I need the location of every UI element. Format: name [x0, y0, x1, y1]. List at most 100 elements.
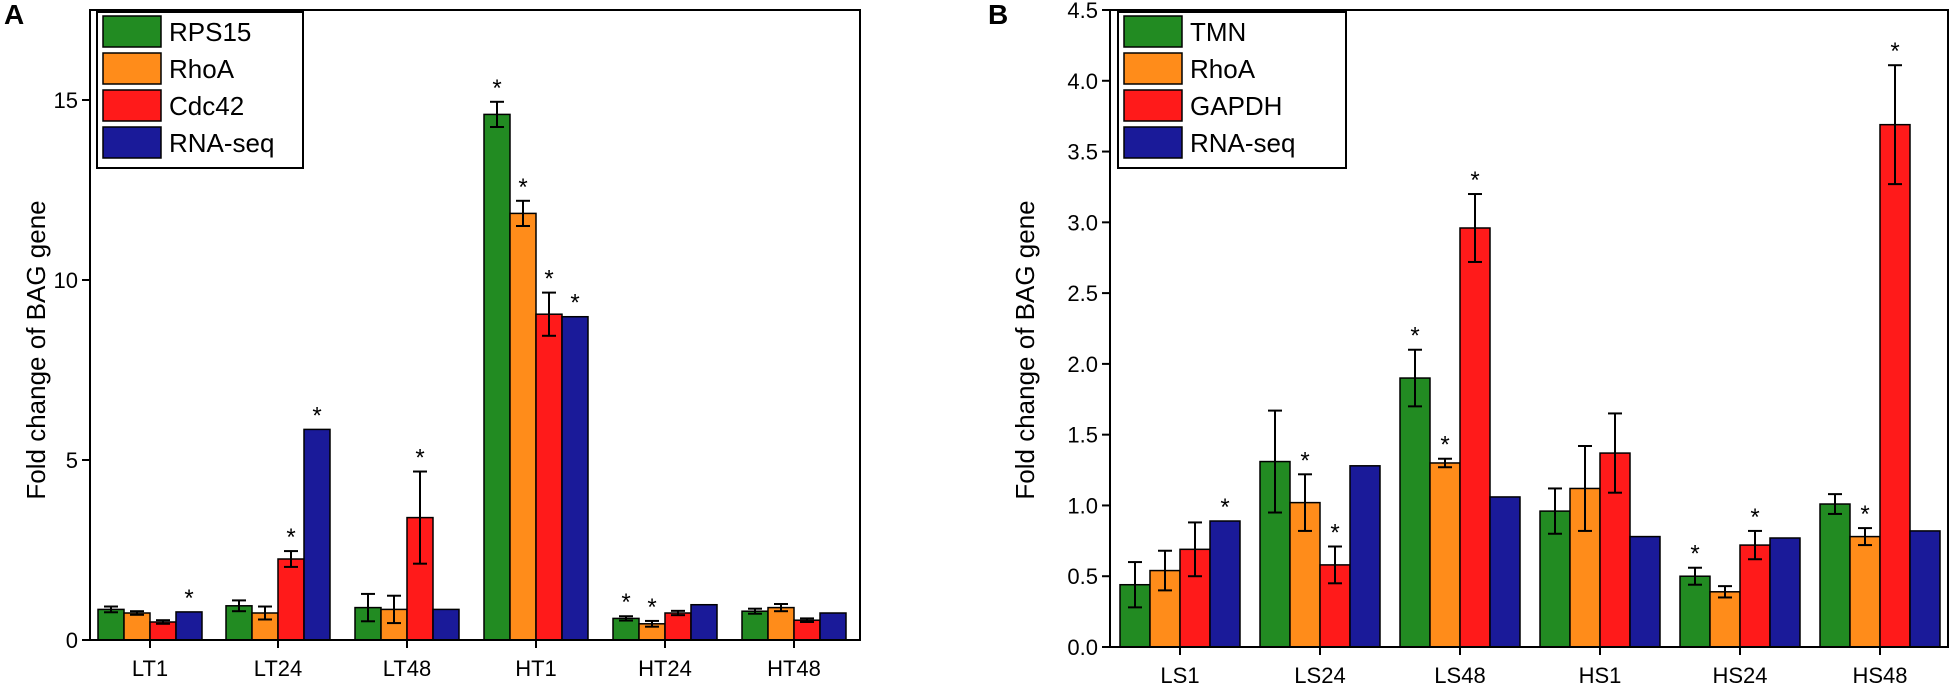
- bar: [535, 313, 563, 641]
- bar: [1349, 465, 1381, 648]
- x-tick-label: HT24: [638, 656, 692, 681]
- bar: [1879, 123, 1911, 648]
- legend-label: Cdc42: [169, 91, 244, 121]
- panel-a-legend: RPS15 RhoA Cdc42 RNA-seq: [96, 11, 304, 169]
- y-tick-label: 3.5: [1067, 140, 1098, 165]
- y-tick-label: 0.0: [1067, 635, 1098, 660]
- panel-b-y-ticks: 0.0 0.5 1.0 1.5 2.0 2.5 3.0 3.5 4.0 4.5: [1067, 0, 1110, 660]
- significance-marker: *: [1890, 38, 1899, 65]
- significance-marker: *: [647, 594, 656, 621]
- y-tick-label: 4.0: [1067, 69, 1098, 94]
- panel-label-a: A: [4, 0, 24, 30]
- significance-marker: *: [312, 402, 321, 429]
- bar: [277, 558, 305, 641]
- y-tick-label: 10: [54, 268, 78, 293]
- x-tick-label: HT1: [515, 656, 557, 681]
- significance-marker: *: [1440, 432, 1449, 459]
- bar: [509, 212, 537, 641]
- bar: [1209, 520, 1241, 648]
- significance-marker: *: [1220, 494, 1229, 521]
- x-tick-label: HS24: [1712, 663, 1767, 688]
- significance-marker: *: [1410, 323, 1419, 350]
- bar: [690, 603, 718, 641]
- bar: [432, 608, 460, 641]
- legend-label: RNA-seq: [1190, 128, 1295, 158]
- legend-label: RhoA: [169, 54, 235, 84]
- significance-marker: *: [544, 266, 553, 293]
- x-tick-label: LT1: [132, 656, 168, 681]
- x-tick-label: LT48: [383, 656, 432, 681]
- bar: [1459, 227, 1491, 648]
- panel-b-x-ticks: LS1 LS24 LS48 HS1 HS24 HS48: [1160, 647, 1908, 688]
- bar: [1709, 591, 1741, 648]
- significance-marker: *: [621, 589, 630, 616]
- panel-a: A Fold change of BAG gene 0 5 10 15 * * * * * * *…: [4, 0, 861, 681]
- bar: [1819, 503, 1851, 648]
- y-tick-label: 5: [66, 448, 78, 473]
- legend-label: RPS15: [169, 17, 251, 47]
- significance-marker: *: [1300, 447, 1309, 474]
- bar: [612, 617, 640, 641]
- x-tick-label: LS24: [1294, 663, 1345, 688]
- significance-marker: *: [1330, 519, 1339, 546]
- panel-a-y-axis-title: Fold change of BAG gene: [21, 200, 51, 499]
- bar: [1769, 537, 1801, 648]
- x-tick-label: LS1: [1160, 663, 1199, 688]
- y-tick-label: 3.0: [1067, 210, 1098, 235]
- legend-swatch: [102, 126, 162, 159]
- bar: [664, 612, 692, 641]
- significance-marker: *: [518, 174, 527, 201]
- significance-marker: *: [184, 585, 193, 612]
- legend-swatch: [1123, 15, 1183, 48]
- y-tick-label: 4.5: [1067, 0, 1098, 23]
- legend-label: RhoA: [1190, 54, 1256, 84]
- bar: [1399, 377, 1431, 648]
- panel-a-plot-frame: [89, 9, 861, 641]
- panel-b-legend: TMN RhoA GAPDH RNA-seq: [1117, 11, 1347, 169]
- bar: [819, 612, 847, 641]
- bar: [97, 608, 125, 641]
- significance-marker: *: [1750, 504, 1759, 531]
- bar: [1739, 544, 1771, 648]
- panel-b: B Fold change of BAG gene 0.0 0.5 1.0 1.5 2.…: [988, 0, 1949, 688]
- bar: [483, 113, 511, 641]
- x-tick-label: LS48: [1434, 663, 1485, 688]
- significance-marker: *: [1470, 167, 1479, 194]
- legend-label: GAPDH: [1190, 91, 1282, 121]
- x-tick-label: HS48: [1852, 663, 1907, 688]
- y-tick-label: 15: [54, 88, 78, 113]
- legend-swatch: [1123, 52, 1183, 85]
- panel-label-b: B: [988, 0, 1008, 30]
- bar: [1849, 535, 1881, 648]
- significance-marker: *: [1690, 541, 1699, 568]
- y-tick-label: 0: [66, 628, 78, 653]
- panel-b-plot-frame: [1109, 9, 1949, 648]
- significance-marker: *: [1860, 501, 1869, 528]
- legend-label: TMN: [1190, 17, 1246, 47]
- bar: [767, 606, 795, 641]
- x-tick-label: LT24: [254, 656, 303, 681]
- bar: [303, 428, 331, 641]
- panel-b-bars: * * * * * * * * * *: [1119, 38, 1941, 648]
- bar: [561, 315, 589, 641]
- legend-swatch: [102, 89, 162, 122]
- significance-marker: *: [492, 75, 501, 102]
- bar: [1429, 462, 1461, 648]
- y-tick-label: 0.5: [1067, 564, 1098, 589]
- panel-a-x-ticks: LT1 LT24 LT48 HT1 HT24 HT48: [132, 640, 821, 681]
- legend-swatch: [102, 52, 162, 85]
- bar: [1909, 530, 1941, 648]
- bar: [1629, 535, 1661, 648]
- panel-b-y-axis-title: Fold change of BAG gene: [1010, 200, 1040, 499]
- y-tick-label: 2.5: [1067, 281, 1098, 306]
- significance-marker: *: [570, 290, 579, 317]
- legend-swatch: [102, 15, 162, 48]
- panel-a-y-ticks: 0 5 10 15: [54, 88, 90, 653]
- x-tick-label: HT48: [767, 656, 821, 681]
- significance-marker: *: [415, 445, 424, 472]
- bar: [741, 610, 769, 641]
- y-tick-label: 1.0: [1067, 493, 1098, 518]
- legend-swatch: [1123, 126, 1183, 159]
- y-tick-label: 2.0: [1067, 352, 1098, 377]
- bar: [1489, 496, 1521, 648]
